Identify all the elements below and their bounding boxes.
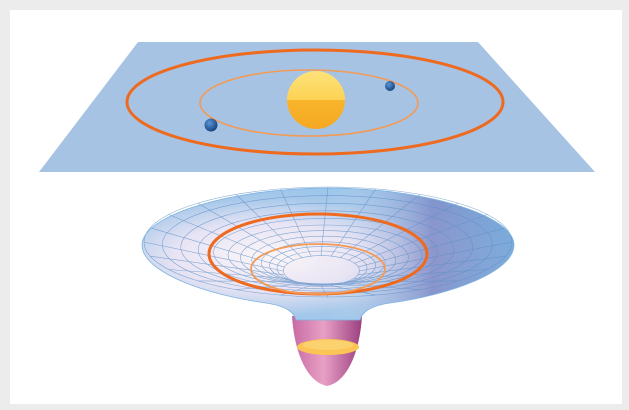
sun-icon xyxy=(287,71,345,129)
grid-ring xyxy=(197,210,455,290)
grid-radial-line xyxy=(347,280,459,282)
outer-planet-icon xyxy=(204,118,218,132)
grid-radial-line xyxy=(235,194,303,259)
grid-radial-line xyxy=(168,269,289,279)
grid-radial-line xyxy=(197,202,295,261)
inner-orbit xyxy=(199,69,419,137)
spacetime-grid xyxy=(143,186,513,298)
curved-spacetime-panel xyxy=(141,186,515,386)
grid-ring xyxy=(276,250,368,286)
grid-radial-line xyxy=(150,227,285,268)
grid-ring xyxy=(283,255,360,286)
well-rim-outline xyxy=(141,187,515,321)
grid-radial-line xyxy=(150,255,285,276)
grid-radial-line xyxy=(168,214,289,264)
grid-radial-line xyxy=(353,269,488,279)
collapsed-sun-highlight xyxy=(303,340,353,350)
grid-ring xyxy=(213,218,438,287)
grid-ring xyxy=(269,246,376,285)
outer-orbit xyxy=(125,48,505,156)
grid-ring xyxy=(260,241,386,285)
well-shading xyxy=(142,188,514,320)
inner-planet-icon xyxy=(385,81,395,91)
grid-radial-line xyxy=(197,280,295,282)
curved-inner-orbit xyxy=(250,243,386,295)
gravity-diagram xyxy=(39,42,595,386)
grid-radial-line xyxy=(357,255,506,276)
figure-panel xyxy=(10,10,622,404)
grid-radial-line xyxy=(143,241,284,272)
flat-space-panel xyxy=(39,42,595,172)
grid-ring xyxy=(180,202,474,292)
